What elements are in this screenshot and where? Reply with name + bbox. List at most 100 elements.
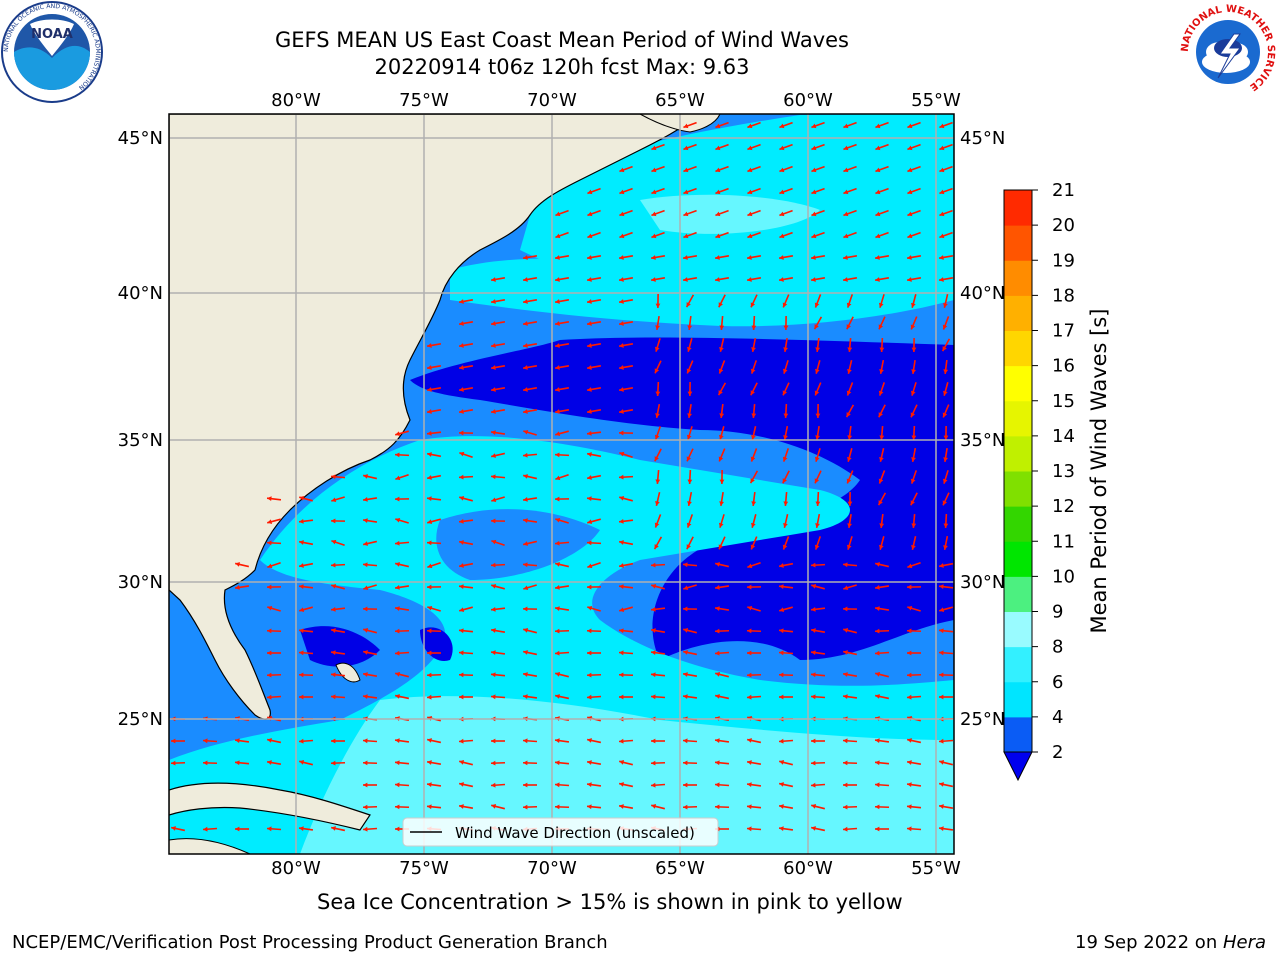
wind-wave-arrowhead bbox=[847, 456, 852, 462]
lat-label-right: 40°N bbox=[960, 283, 1005, 304]
wind-wave-arrowhead bbox=[683, 211, 689, 217]
wind-wave-arrowhead bbox=[782, 368, 788, 374]
wind-wave-arrowhead bbox=[943, 457, 948, 462]
wind-wave-arrowhead bbox=[427, 387, 432, 392]
wind-wave-arrowhead bbox=[427, 672, 432, 678]
wind-wave-arrowhead bbox=[718, 390, 723, 396]
wind-wave-arrowhead bbox=[718, 544, 724, 550]
wind-wave-arrowhead bbox=[651, 584, 657, 589]
wind-wave-arrowhead bbox=[654, 456, 659, 462]
wind-wave-arrowhead bbox=[715, 233, 721, 239]
wind-wave-arrowhead bbox=[651, 804, 657, 809]
wind-wave-arrowhead bbox=[683, 585, 689, 591]
wind-wave-arrowhead bbox=[651, 606, 656, 612]
wind-wave-arrowhead bbox=[907, 563, 913, 569]
wind-wave-arrowhead bbox=[427, 519, 433, 524]
wind-wave-arrowhead bbox=[267, 826, 272, 832]
wind-wave-arrowhead bbox=[910, 324, 916, 330]
wind-wave-arrowhead bbox=[686, 368, 692, 374]
wind-wave-arrowhead bbox=[879, 523, 885, 528]
wind-wave-arrowhead bbox=[555, 277, 560, 282]
wind-wave-arrowhead bbox=[686, 302, 691, 308]
wind-wave-arrowhead bbox=[331, 826, 336, 831]
wind-wave-arrowhead bbox=[875, 606, 880, 611]
colorbar-tick-label: 17 bbox=[1052, 321, 1075, 342]
colorbar: 2 4 6 8 9 10 11 12 13 14 15 16 17 18 19 20 21 bbox=[1003, 180, 1075, 782]
colorbar-tick-label: 8 bbox=[1052, 637, 1063, 658]
wind-wave-arrowhead bbox=[715, 123, 721, 129]
wind-wave-arrowhead bbox=[715, 277, 720, 282]
wind-wave-arrowhead bbox=[363, 518, 368, 523]
wind-wave-arrowhead bbox=[267, 605, 273, 611]
wind-wave-arrowhead bbox=[395, 431, 401, 436]
wind-wave-arrowhead bbox=[395, 650, 400, 656]
wind-wave-arrowhead bbox=[815, 413, 821, 418]
wind-wave-arrowhead bbox=[331, 474, 336, 480]
wind-wave-arrowhead bbox=[587, 738, 592, 743]
wind-wave-arrowhead bbox=[395, 452, 400, 458]
wind-wave-arrowhead bbox=[555, 540, 560, 546]
wind-wave-arrowhead bbox=[910, 478, 916, 484]
wind-wave-arrowhead bbox=[619, 760, 625, 765]
wind-wave-arrowhead bbox=[683, 760, 688, 766]
wind-wave-arrowhead bbox=[843, 672, 848, 677]
wind-wave-arrowhead bbox=[555, 804, 560, 810]
wind-wave-arrowhead bbox=[459, 343, 464, 348]
wind-wave-arrowhead bbox=[395, 540, 400, 546]
wind-wave-arrowhead bbox=[747, 738, 752, 743]
wind-wave-arrowhead bbox=[299, 650, 304, 656]
wind-wave-arrowhead bbox=[815, 435, 820, 440]
wind-wave-arrowhead bbox=[235, 760, 240, 766]
lat-label-left: 25°N bbox=[118, 709, 163, 730]
wind-wave-arrowhead bbox=[779, 255, 784, 260]
lon-labels-top: 80°W 75°W 70°W 65°W 60°W 55°W bbox=[271, 90, 961, 111]
legend-label: Wind Wave Direction (unscaled) bbox=[455, 824, 695, 842]
wind-wave-arrowhead bbox=[910, 390, 916, 396]
colorbar-tick-label: 19 bbox=[1052, 250, 1075, 271]
colorbar-segment bbox=[1004, 400, 1032, 437]
colorbar-segment bbox=[1004, 295, 1032, 331]
wind-wave-arrowhead bbox=[459, 607, 465, 612]
wind-wave-arrowhead bbox=[459, 738, 464, 744]
wind-wave-arrowhead bbox=[587, 277, 592, 282]
wind-wave-arrowhead bbox=[459, 782, 464, 787]
wind-wave-arrowhead bbox=[363, 760, 368, 766]
lat-label-left: 30°N bbox=[118, 572, 163, 593]
wind-wave-arrowhead bbox=[719, 325, 725, 330]
wind-wave-arrowhead bbox=[846, 390, 852, 396]
wind-wave-arrowhead bbox=[654, 544, 659, 550]
wind-wave-arrowhead bbox=[715, 782, 720, 788]
wind-wave-arrowhead bbox=[875, 694, 880, 699]
wind-wave-direction-arrows bbox=[170, 121, 954, 832]
wind-wave-arrowhead bbox=[939, 738, 944, 744]
wind-wave-arrowhead bbox=[847, 369, 852, 374]
wind-wave-arrowhead bbox=[911, 545, 916, 550]
wind-wave-arrowhead bbox=[459, 451, 465, 457]
wind-wave-arrowhead bbox=[491, 738, 496, 744]
wind-wave-arrowhead bbox=[907, 145, 913, 151]
wind-wave-arrowhead bbox=[715, 167, 721, 173]
wind-wave-arrowhead bbox=[843, 167, 849, 173]
wind-wave-arrowhead bbox=[875, 255, 880, 260]
wind-wave-arrowhead bbox=[687, 391, 693, 396]
wind-wave-arrowhead bbox=[875, 562, 880, 567]
wind-wave-arrowhead bbox=[719, 413, 725, 418]
wind-wave-arrowhead bbox=[907, 804, 912, 810]
wind-wave-arrowhead bbox=[651, 782, 656, 788]
wind-wave-arrowhead bbox=[523, 585, 529, 591]
wind-wave-arrowhead bbox=[619, 584, 624, 590]
wind-wave-arrowhead bbox=[907, 255, 912, 260]
wind-wave-arrowhead bbox=[655, 413, 660, 418]
shading-blue-patch-1 bbox=[436, 509, 600, 580]
wind-wave-arrowhead bbox=[942, 412, 948, 418]
wind-wave-arrowhead bbox=[299, 628, 304, 634]
wind-wave-arrowhead bbox=[427, 605, 433, 611]
colorbar-segment bbox=[1004, 541, 1032, 577]
wind-wave-arrowhead bbox=[427, 365, 432, 370]
wind-wave-arrowhead bbox=[747, 760, 752, 765]
wind-wave-arrowhead bbox=[523, 452, 528, 458]
wind-wave-arrowhead bbox=[750, 544, 756, 550]
wind-wave-arrowhead bbox=[619, 496, 625, 501]
wind-wave-arrowhead bbox=[619, 233, 625, 239]
map-legend: Wind Wave Direction (unscaled) bbox=[402, 817, 719, 847]
